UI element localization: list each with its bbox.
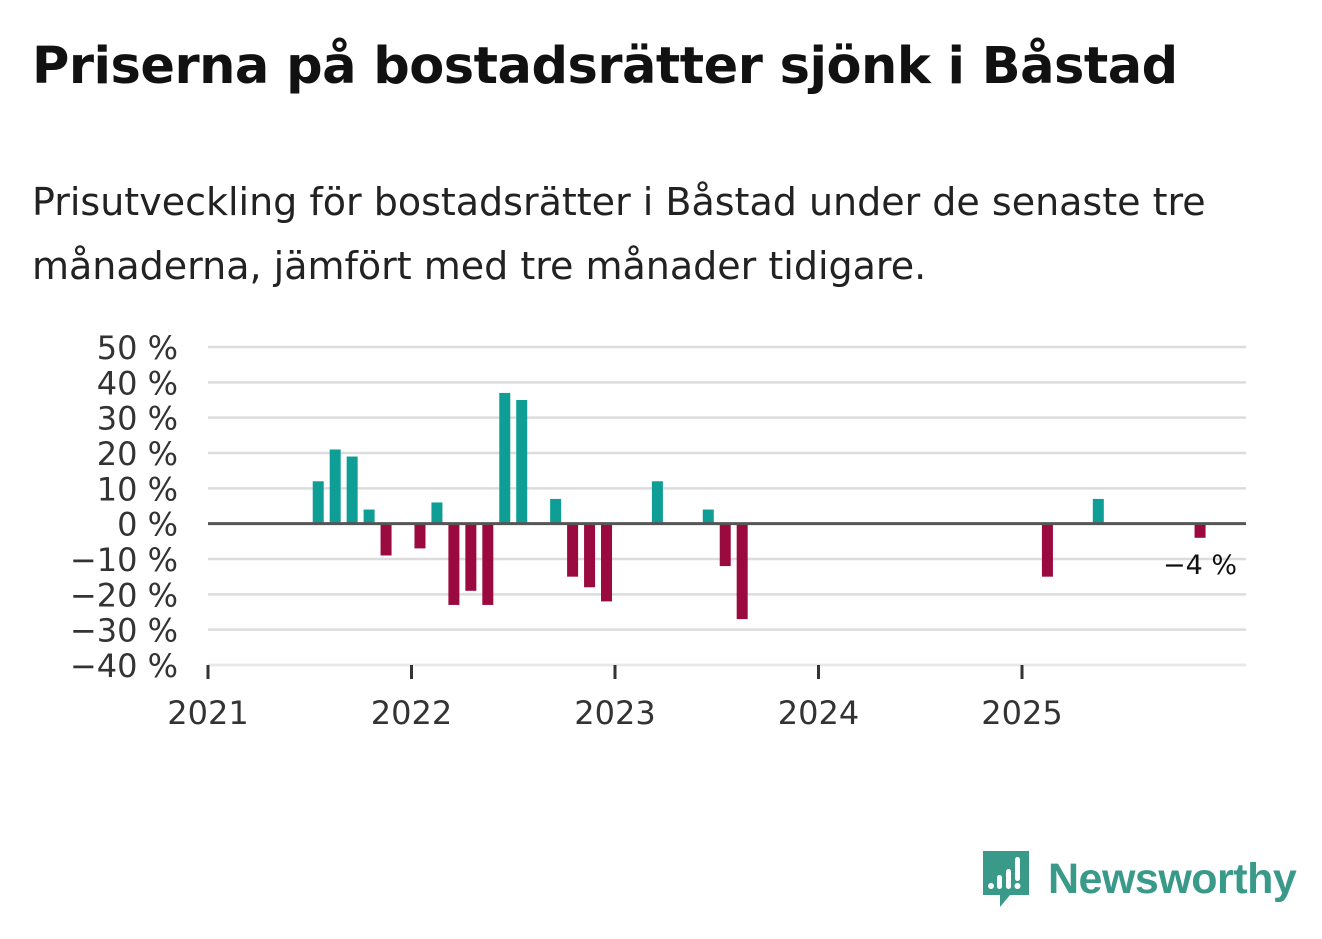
- bar: [567, 523, 579, 577]
- bar: [1092, 498, 1104, 524]
- bar: [1194, 523, 1206, 538]
- y-tick-label: 50 %: [97, 329, 178, 367]
- bar: [448, 523, 460, 605]
- bar: [414, 523, 426, 549]
- bar: [499, 392, 511, 524]
- axes: [206, 522, 1246, 679]
- y-tick-label: 10 %: [97, 470, 178, 508]
- y-tick-label: 40 %: [97, 364, 178, 402]
- bar: [380, 523, 392, 556]
- bar: [584, 523, 596, 588]
- y-tick-label: 30 %: [97, 400, 178, 438]
- x-tick-label: 2021: [167, 694, 248, 732]
- data-label: −4 %: [1163, 550, 1237, 581]
- bar: [736, 523, 748, 620]
- newsworthy-logo-text: Newsworthy: [1048, 854, 1297, 903]
- chart-subtitle: Prisutveckling för bostadsrätter i Båsta…: [32, 180, 1206, 288]
- x-tick-label: 2022: [371, 694, 452, 732]
- bar: [482, 523, 494, 605]
- y-tick-label: 0 %: [117, 506, 178, 544]
- gridlines: [208, 345, 1246, 667]
- y-tick-label: −40 %: [70, 647, 178, 685]
- chart-title: Priserna på bostadsrätter sjönk i Båstad: [32, 37, 1178, 96]
- bar: [550, 498, 562, 524]
- bar: [465, 523, 477, 591]
- x-tick-label: 2024: [778, 694, 859, 732]
- bar: [1041, 523, 1053, 577]
- bar-chart: 50 %40 %30 %20 %10 %0 %−10 %−20 %−30 %−4…: [70, 329, 1246, 732]
- bars: [312, 392, 1206, 620]
- bar: [346, 456, 358, 524]
- bar: [516, 400, 528, 524]
- x-tick-label: 2025: [981, 694, 1062, 732]
- labels: 50 %40 %30 %20 %10 %0 %−10 %−20 %−30 %−4…: [70, 329, 1237, 732]
- bar: [719, 523, 731, 567]
- y-tick-label: 20 %: [97, 435, 178, 473]
- y-tick-label: −20 %: [70, 576, 178, 614]
- bar: [651, 481, 663, 524]
- bar: [702, 509, 714, 524]
- bar: [363, 509, 375, 524]
- bar: [431, 502, 443, 524]
- y-tick-label: −10 %: [70, 541, 178, 579]
- bar: [329, 449, 341, 524]
- newsworthy-logo-icon: [983, 851, 1029, 907]
- y-tick-label: −30 %: [70, 612, 178, 650]
- x-tick-label: 2023: [574, 694, 655, 732]
- bar: [312, 481, 324, 524]
- bar: [601, 523, 613, 602]
- newsworthy-logo: Newsworthy: [980, 848, 1297, 910]
